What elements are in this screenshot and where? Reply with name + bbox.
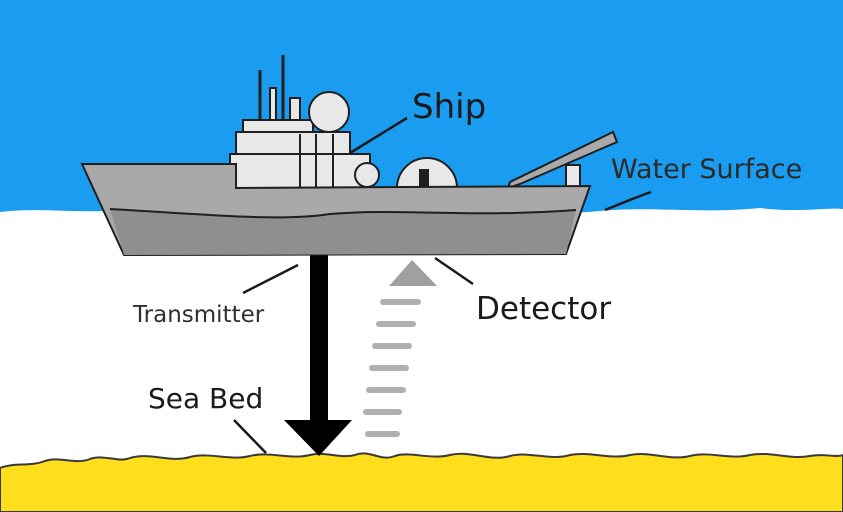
pulse-arrow-shaft xyxy=(310,254,328,424)
ship-label: Ship xyxy=(412,87,487,127)
crane xyxy=(506,130,619,190)
sea-bed-leader xyxy=(233,419,267,454)
ship xyxy=(80,55,619,257)
echo-arrowhead xyxy=(389,260,437,286)
radome xyxy=(308,91,350,133)
sea-bed-label: Sea Bed xyxy=(148,382,264,415)
hull-waterline xyxy=(110,209,576,255)
pulse-arrowhead xyxy=(284,420,352,456)
transmitter-label: Transmitter xyxy=(133,302,265,328)
detector-leader xyxy=(434,256,474,286)
radome-small xyxy=(354,162,380,188)
sea-bed xyxy=(0,452,843,512)
detector-label: Detector xyxy=(476,291,612,327)
water-surface-leader xyxy=(604,190,652,212)
water xyxy=(0,208,843,512)
transmitter-leader xyxy=(242,263,299,295)
water-surface-label: Water Surface xyxy=(611,154,803,185)
label-leader-lines xyxy=(233,116,652,454)
echo-signal xyxy=(363,299,421,437)
ship-leader xyxy=(349,116,408,155)
